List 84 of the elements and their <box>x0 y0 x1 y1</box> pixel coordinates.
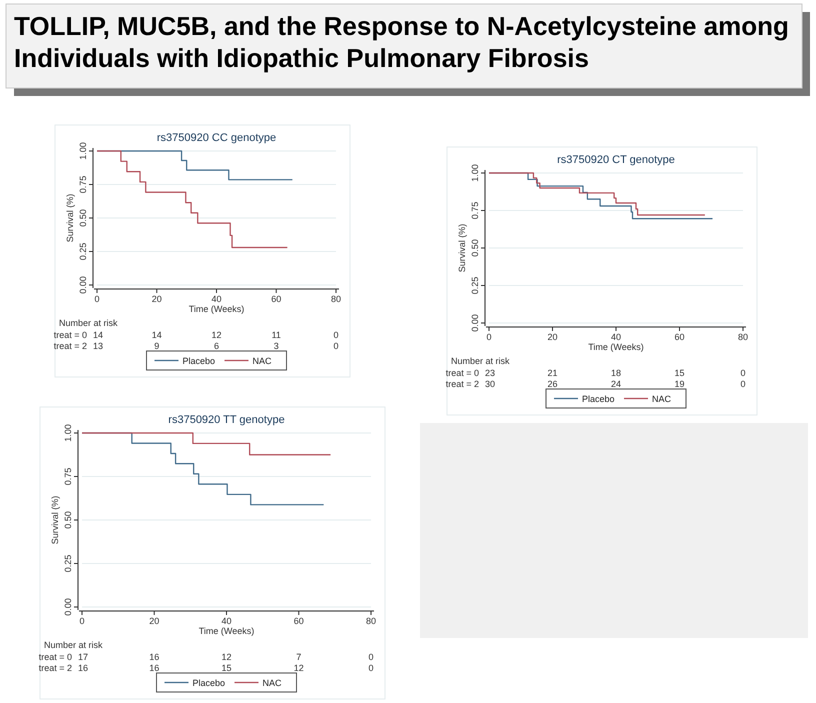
text: 0 <box>740 368 746 378</box>
chart-title: rs3750920 CC genotype <box>156 132 276 144</box>
text: 0 <box>368 663 374 673</box>
text: treat = 2 <box>446 379 479 389</box>
text: 16 <box>149 652 160 662</box>
y-tick-label: 0.25 <box>78 242 88 260</box>
x-axis-title: Time (Weeks) <box>588 342 644 352</box>
text: 0 <box>740 379 746 389</box>
x-axis-title: Time (Weeks) <box>198 626 254 636</box>
text: 17 <box>78 652 88 662</box>
y-tick-label: 0.25 <box>470 276 480 294</box>
text: treat = 0 <box>446 368 479 378</box>
x-tick-label: 60 <box>674 332 685 342</box>
x-tick-label: 0 <box>486 332 492 342</box>
text: 24 <box>610 379 622 389</box>
text: 23 <box>485 368 496 378</box>
x-tick-label: 40 <box>221 616 232 626</box>
text: 15 <box>221 663 232 673</box>
text: 15 <box>674 368 685 378</box>
legend-label: NAC <box>262 678 282 688</box>
y-tick-label: 0.50 <box>78 209 88 227</box>
y-tick-label: 0.25 <box>63 554 73 572</box>
text: 30 <box>485 379 496 389</box>
text: 12 <box>294 663 304 673</box>
text: Number at risk <box>59 318 118 328</box>
text: 26 <box>547 379 558 389</box>
x-tick-label: 20 <box>547 332 558 342</box>
y-tick-label: 0.00 <box>78 276 88 294</box>
legend-label: Placebo <box>192 678 226 688</box>
y-tick-label: 0.00 <box>470 314 480 332</box>
y-axis-title: Survival (%) <box>457 224 467 272</box>
y-tick-label: 0.50 <box>470 239 480 257</box>
text: 16 <box>149 663 160 673</box>
x-tick-label: 0 <box>79 616 85 626</box>
text: TOLLIP, MUC5B, and the Response to N-Acetylcysteine among Individuals with Idiopathic Pulmonary Fibrosis <box>14 10 790 74</box>
y-tick-label: 1.00 <box>78 142 88 160</box>
text: 6 <box>214 341 220 351</box>
y-tick-label: 1.00 <box>63 424 73 442</box>
legend-label: NAC <box>252 356 272 366</box>
x-tick-label: 40 <box>211 294 222 304</box>
x-tick-label: 60 <box>271 294 282 304</box>
text: 18 <box>610 368 622 378</box>
x-tick-label: 80 <box>366 616 376 626</box>
text: treat = 0 <box>38 652 72 662</box>
chart-title: rs3750920 TT genotype <box>168 414 285 426</box>
x-tick-label: 0 <box>94 294 100 304</box>
text: 7 <box>296 652 302 662</box>
text: 12 <box>211 330 222 340</box>
x-tick-label: 40 <box>610 332 622 342</box>
y-tick-label: 0.75 <box>470 202 480 220</box>
text: 19 <box>674 379 685 389</box>
y-tick-label: 0.75 <box>78 176 88 194</box>
text: treat = 0 <box>54 330 87 340</box>
text: 0 <box>333 341 339 351</box>
legend-label: NAC <box>652 394 672 404</box>
text: 16 <box>78 663 88 673</box>
text: 21 <box>547 368 558 378</box>
text: 14 <box>152 330 162 340</box>
x-tick-label: 20 <box>152 294 162 304</box>
text: treat = 2 <box>38 663 72 673</box>
y-tick-label: 0.00 <box>63 598 73 616</box>
chart-title: rs3750920 CT genotype <box>557 154 675 166</box>
y-tick-label: 0.50 <box>63 511 73 529</box>
text: 13 <box>93 341 104 351</box>
legend-label: Placebo <box>182 356 216 366</box>
text: 14 <box>93 330 104 340</box>
y-axis-title: Survival (%) <box>65 194 75 242</box>
x-tick-label: 80 <box>330 294 342 304</box>
text: treat = 2 <box>54 341 87 351</box>
text: 11 <box>272 330 281 340</box>
text: 9 <box>154 341 160 351</box>
legend-label: Placebo <box>582 394 615 404</box>
x-tick-label: 80 <box>738 332 748 342</box>
x-axis-title: Time (Weeks) <box>188 304 244 314</box>
text: Number at risk <box>451 356 510 366</box>
text: Number at risk <box>44 640 104 650</box>
text: 3 <box>274 341 279 351</box>
y-tick-label: 0.75 <box>63 468 73 486</box>
text: 0 <box>368 652 374 662</box>
y-tick-label: 1.00 <box>470 164 480 182</box>
x-tick-label: 60 <box>294 616 304 626</box>
x-tick-label: 20 <box>149 616 160 626</box>
y-axis-title: Survival (%) <box>50 496 60 544</box>
text: 12 <box>221 652 232 662</box>
